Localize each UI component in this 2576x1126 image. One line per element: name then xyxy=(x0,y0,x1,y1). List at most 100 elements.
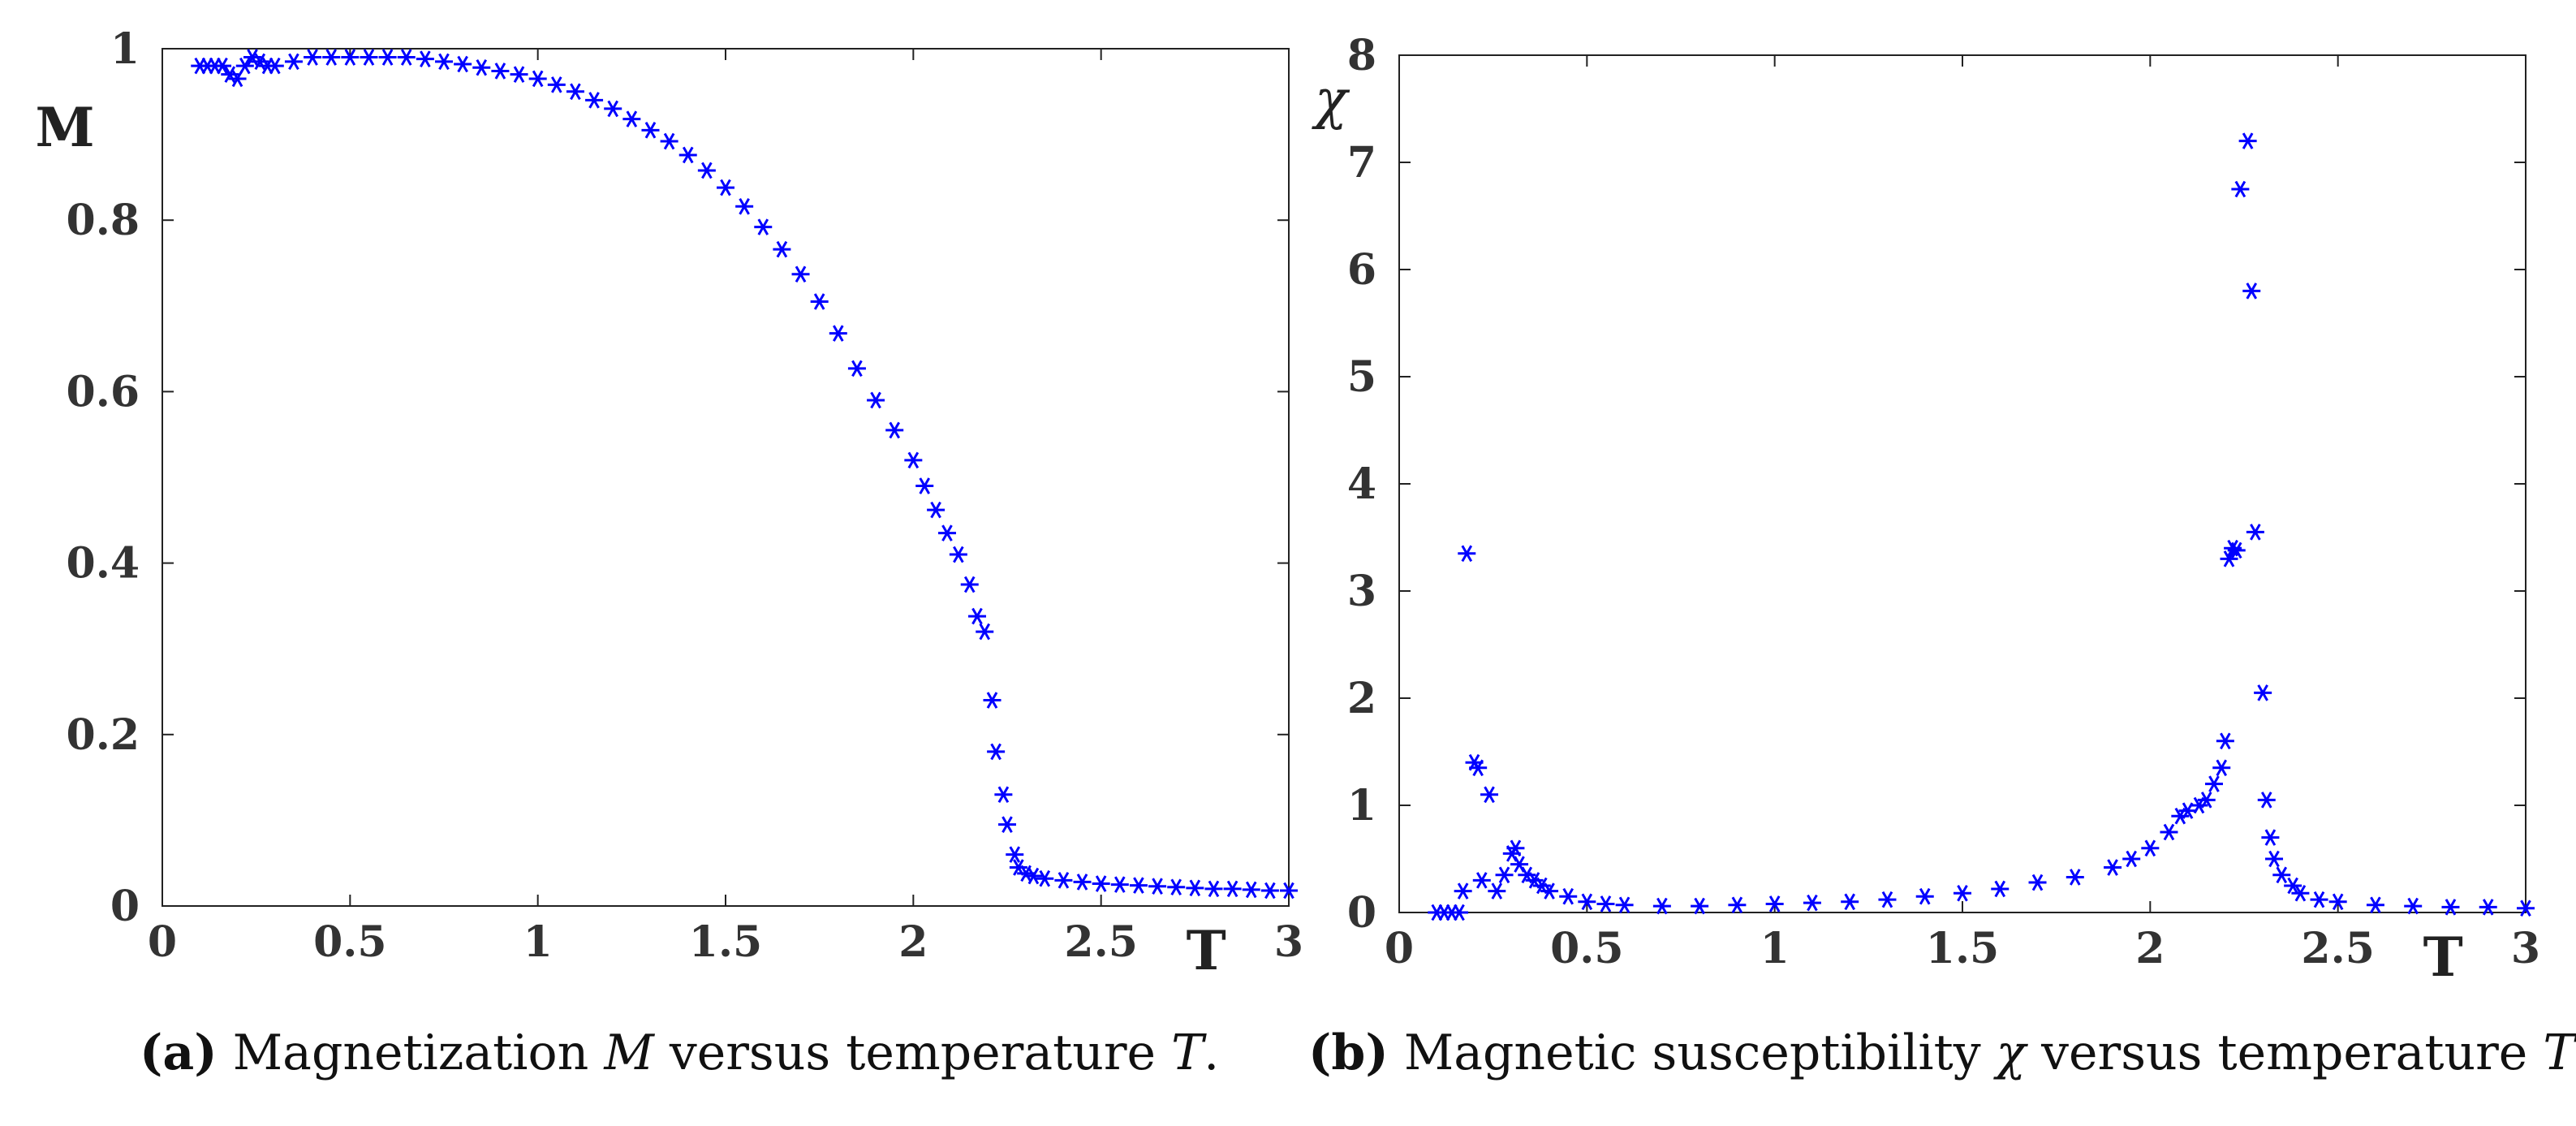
data-point xyxy=(847,360,866,377)
data-point xyxy=(960,576,979,593)
data-point xyxy=(697,162,716,179)
data-point xyxy=(2261,829,2280,846)
marker-stroke xyxy=(532,70,544,88)
data-point xyxy=(2291,884,2310,902)
marker-stroke xyxy=(1027,867,1040,885)
data-point xyxy=(2479,899,2497,916)
caption-a-period: . xyxy=(1204,1025,1220,1081)
data-point xyxy=(949,546,967,563)
marker-stroke xyxy=(2332,893,2344,911)
data-point xyxy=(994,786,1013,803)
data-point xyxy=(2257,792,2276,809)
marker-stroke xyxy=(551,76,562,93)
data-point xyxy=(1024,867,1043,885)
marker-stroke xyxy=(626,110,638,127)
marker-stroke xyxy=(1600,895,1612,912)
y-tick-label: 4 xyxy=(1347,459,1376,509)
marker-stroke xyxy=(757,218,769,235)
marker-stroke xyxy=(381,49,394,66)
y-tick-label: 0 xyxy=(110,882,140,931)
data-point xyxy=(1242,881,1260,899)
marker-stroke xyxy=(1264,882,1276,900)
data-point xyxy=(998,816,1016,833)
marker-stroke xyxy=(2287,877,2298,895)
data-point xyxy=(491,63,510,80)
data-point xyxy=(1280,882,1298,900)
marker-stroke xyxy=(833,325,844,342)
data-point xyxy=(927,501,946,519)
data-point xyxy=(2212,759,2231,777)
marker-stroke xyxy=(971,607,983,625)
marker-stroke xyxy=(2220,732,2231,750)
data-point xyxy=(1054,872,1073,889)
data-point xyxy=(735,198,754,215)
marker-stroke xyxy=(1536,877,1548,895)
marker-stroke xyxy=(254,53,266,71)
data-point xyxy=(2028,874,2047,891)
data-point xyxy=(717,179,734,196)
marker-stroke xyxy=(494,63,506,80)
marker-stroke xyxy=(1498,866,1510,884)
data-point xyxy=(1841,893,1859,911)
marker-stroke xyxy=(1957,884,1968,902)
caption-b-tag: (b) xyxy=(1308,1025,1389,1081)
marker-stroke xyxy=(1768,895,1781,912)
marker-stroke xyxy=(2268,850,2280,868)
marker-stroke xyxy=(1133,877,1144,894)
marker-stroke xyxy=(513,66,525,83)
marker-stroke xyxy=(2250,524,2261,541)
marker-stroke xyxy=(1058,872,1070,889)
marker-stroke xyxy=(2264,829,2277,846)
data-point xyxy=(360,49,378,66)
marker-stroke xyxy=(2407,897,2419,915)
x-tick-label: 3 xyxy=(1274,917,1303,967)
marker-stroke xyxy=(2313,891,2325,908)
marker-stroke xyxy=(1245,881,1257,899)
marker-stroke xyxy=(1491,882,1503,900)
data-point xyxy=(2242,283,2261,300)
data-point xyxy=(1450,904,1469,921)
marker-stroke xyxy=(963,576,976,593)
marker-stroke xyxy=(2031,874,2044,891)
marker-stroke xyxy=(1039,869,1051,887)
marker-stroke xyxy=(1544,882,1555,900)
marker-stroke xyxy=(1152,878,1163,895)
data-point xyxy=(810,293,829,310)
data-point xyxy=(2366,896,2384,914)
y-tick-label: 0.4 xyxy=(67,539,140,589)
x-axis-label: T xyxy=(2423,925,2463,989)
marker-stroke xyxy=(224,66,236,83)
marker-stroke xyxy=(2230,541,2242,559)
data-point xyxy=(2310,891,2328,908)
data-point xyxy=(983,692,1002,709)
marker-stroke xyxy=(2234,180,2246,198)
data-point xyxy=(1129,877,1148,894)
caption-a-variable-2: T xyxy=(1171,1025,1204,1081)
marker-stroke xyxy=(941,524,953,541)
marker-stroke xyxy=(990,743,1002,761)
y-tick-label: 0.6 xyxy=(67,367,140,416)
marker-stroke xyxy=(1807,894,1818,912)
data-point xyxy=(2246,524,2264,541)
marker-stroke xyxy=(1226,880,1238,898)
marker-stroke xyxy=(2276,866,2288,884)
y-axis-label: χ xyxy=(1312,68,1350,131)
marker-stroke xyxy=(953,546,964,563)
x-tick-label: 2.5 xyxy=(2301,924,2374,973)
marker-stroke xyxy=(795,265,807,283)
data-point xyxy=(2265,850,2284,868)
marker-stroke xyxy=(1002,816,1013,833)
data-point xyxy=(213,57,232,75)
x-tick-label: 0 xyxy=(1385,924,1414,973)
data-point xyxy=(2066,869,2084,886)
marker-stroke xyxy=(2216,759,2228,777)
data-point xyxy=(1186,879,1204,897)
x-tick-label: 0 xyxy=(148,917,177,967)
x-tick-label: 3 xyxy=(2511,924,2540,973)
data-point xyxy=(1615,896,1634,914)
data-point xyxy=(1223,880,1242,898)
data-point xyxy=(867,391,885,409)
marker-stroke xyxy=(607,100,618,118)
marker-stroke xyxy=(2227,539,2238,557)
data-point xyxy=(1036,869,1054,887)
